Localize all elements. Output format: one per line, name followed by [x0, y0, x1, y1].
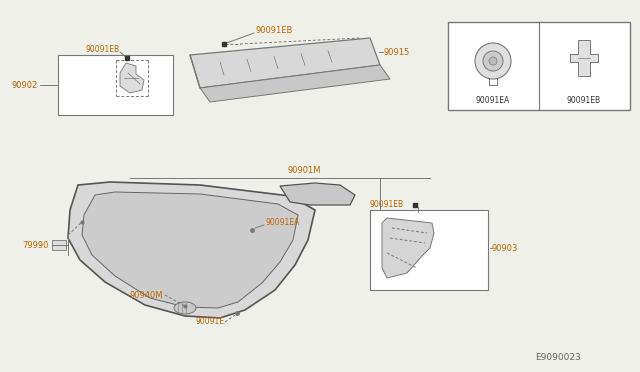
- Text: 90091EB: 90091EB: [255, 26, 292, 35]
- Polygon shape: [68, 182, 315, 318]
- Bar: [370, 210, 488, 290]
- Text: 90091EB: 90091EB: [567, 96, 601, 105]
- Bar: [58, 55, 173, 115]
- Text: 90915: 90915: [383, 48, 409, 57]
- Text: 90903: 90903: [492, 244, 518, 253]
- Polygon shape: [200, 65, 390, 102]
- Text: 90091EB: 90091EB: [86, 45, 120, 54]
- Text: 90901M: 90901M: [288, 166, 321, 174]
- Circle shape: [489, 57, 497, 65]
- Polygon shape: [82, 192, 298, 308]
- Text: 90902: 90902: [12, 80, 38, 90]
- Polygon shape: [280, 183, 355, 205]
- Text: E9090023: E9090023: [535, 353, 580, 362]
- Text: 90091EA: 90091EA: [476, 96, 510, 105]
- Bar: [448, 22, 630, 110]
- Polygon shape: [190, 38, 380, 88]
- Polygon shape: [570, 40, 598, 76]
- Circle shape: [483, 51, 503, 71]
- Circle shape: [475, 43, 511, 79]
- Text: 79990: 79990: [22, 241, 49, 250]
- Text: 90940M: 90940M: [130, 291, 163, 299]
- Bar: [52, 240, 66, 250]
- Ellipse shape: [174, 302, 196, 314]
- Polygon shape: [382, 218, 434, 278]
- Text: 90091E: 90091E: [195, 317, 224, 327]
- Text: 90091EB: 90091EB: [370, 199, 404, 208]
- Polygon shape: [120, 63, 144, 93]
- Text: 90091EA: 90091EA: [266, 218, 300, 227]
